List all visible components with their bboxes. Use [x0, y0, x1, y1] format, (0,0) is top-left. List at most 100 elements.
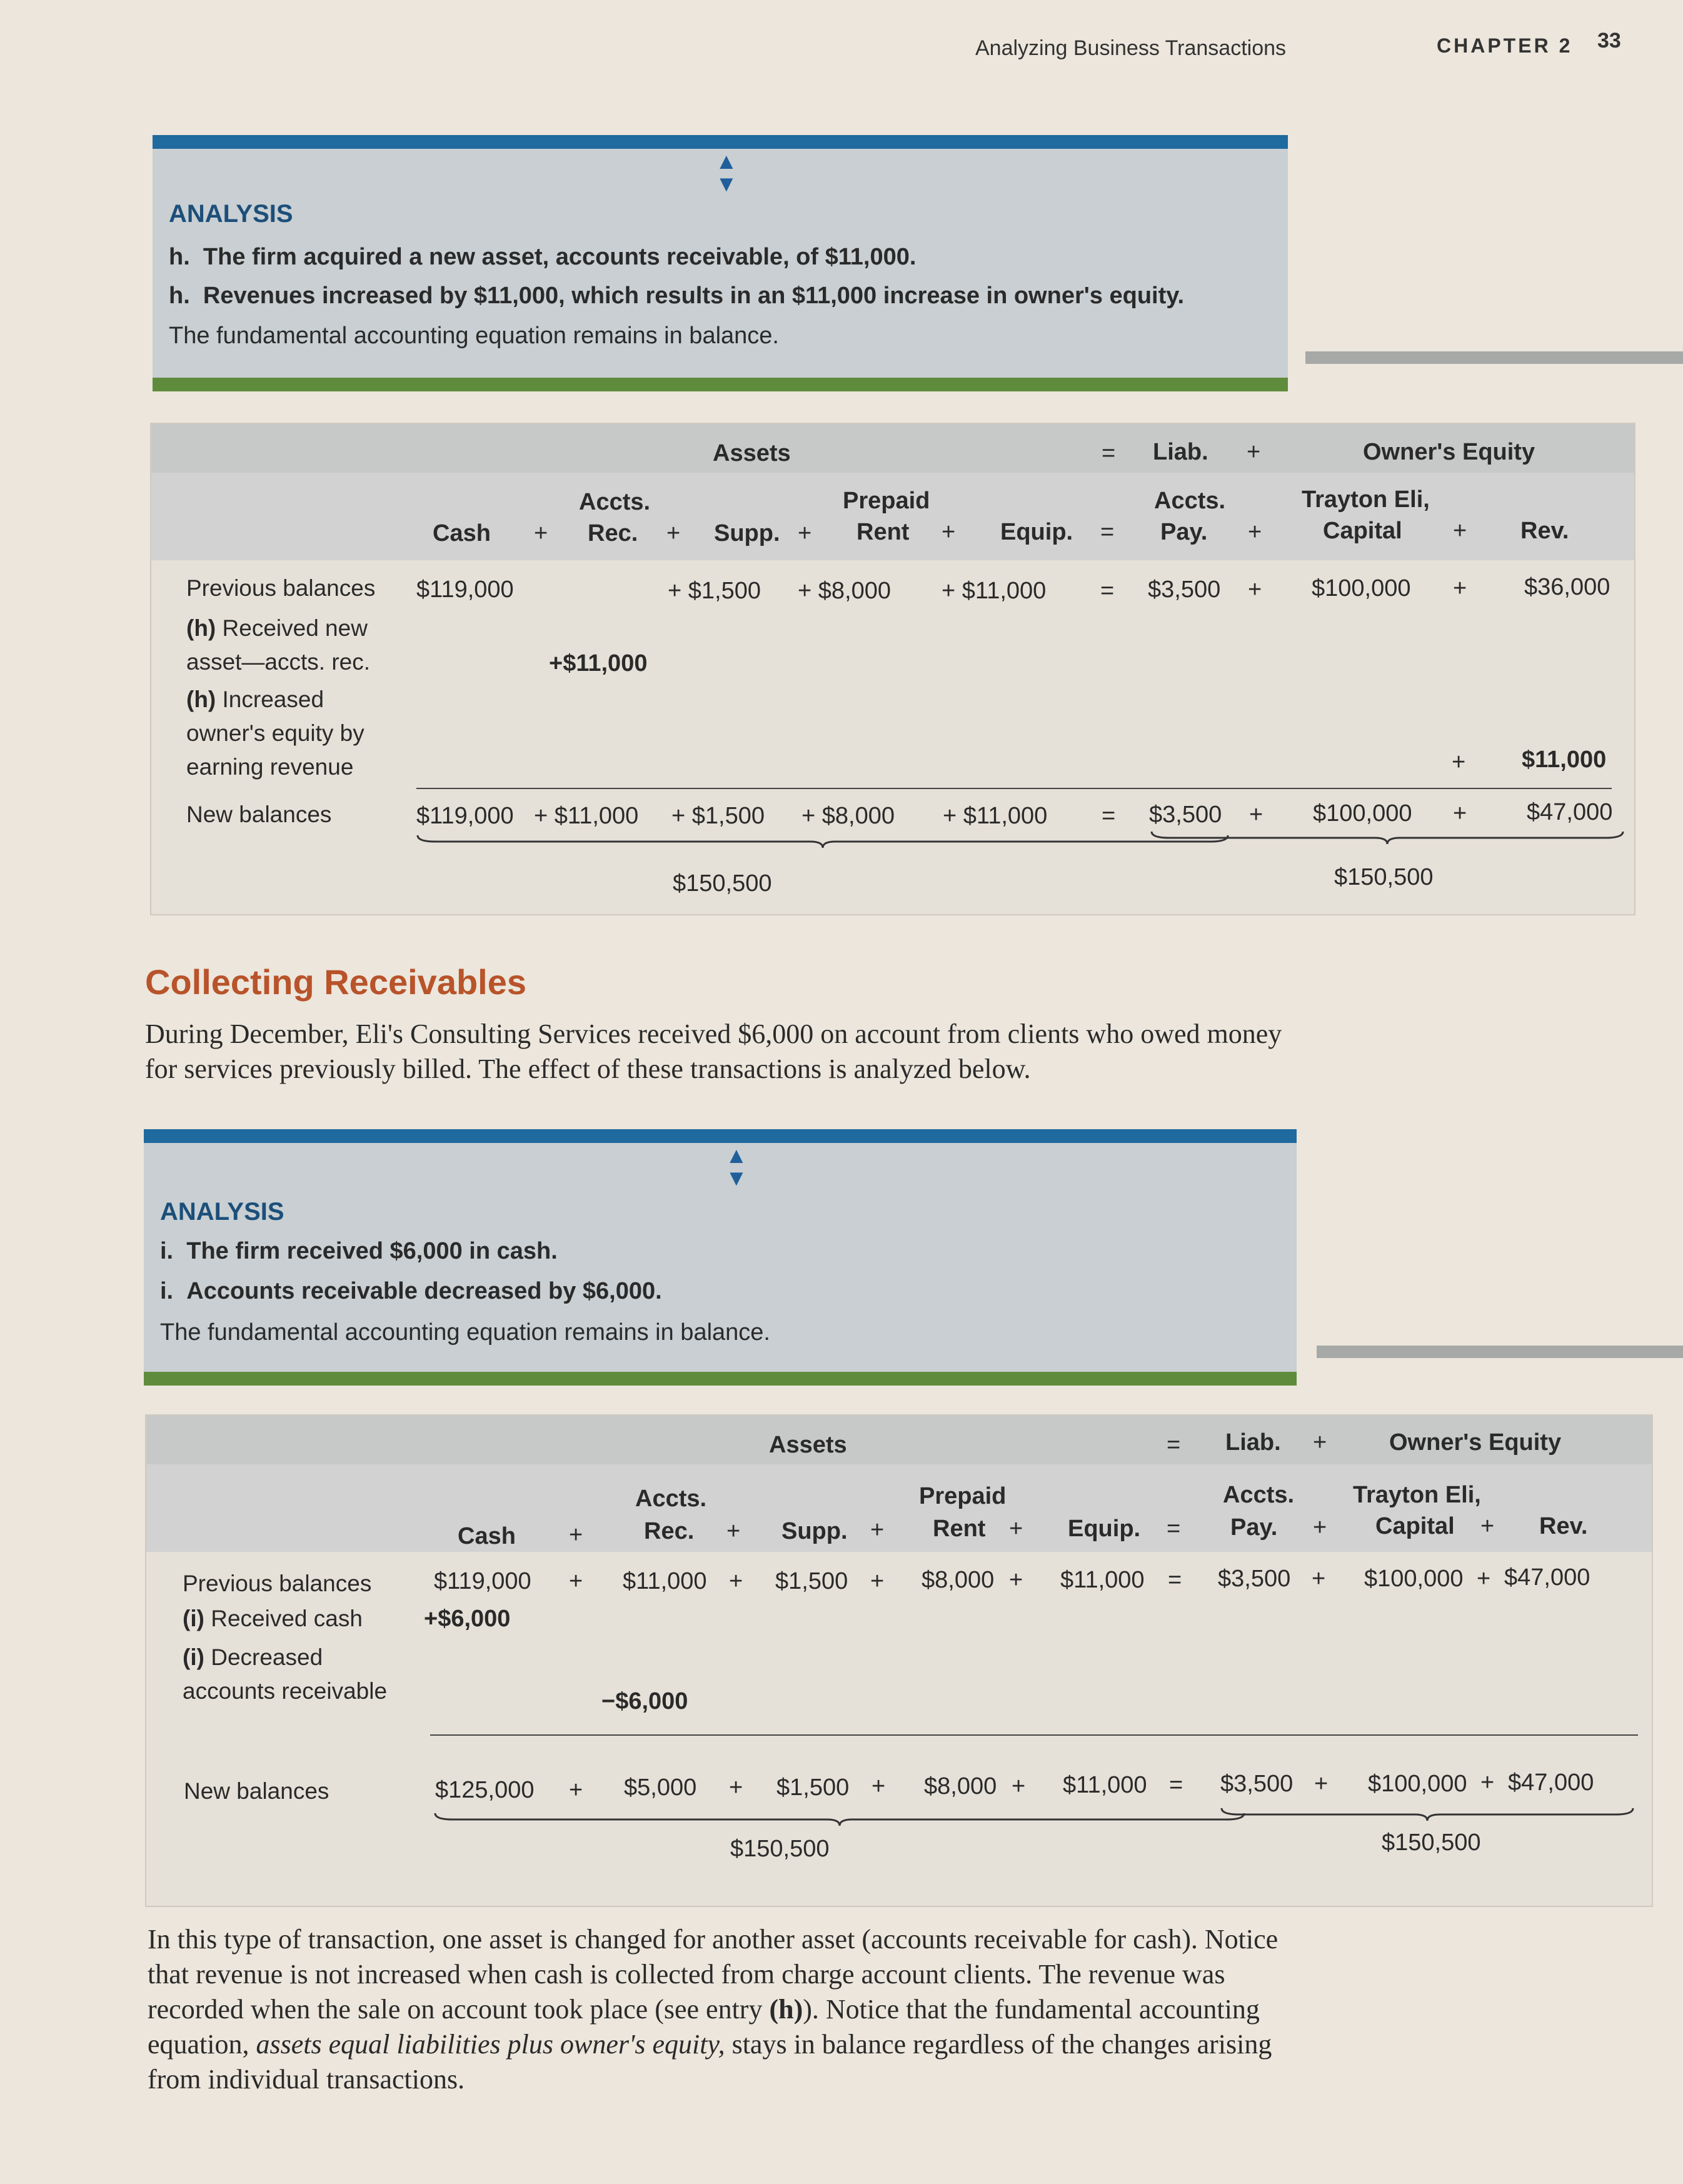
prev-rent: $8,000 — [922, 1567, 995, 1593]
prev-rev: $36,000 — [1524, 574, 1610, 600]
equals-sign: = — [1169, 1772, 1183, 1798]
new-capital: $100,000 — [1368, 1771, 1467, 1797]
plus-sign: + — [569, 1777, 583, 1803]
plus-sign: + — [1480, 1513, 1495, 1539]
plus-sign: + — [1453, 518, 1467, 544]
equation-table-i: Assets = Liab. + Owner's Equity Cash + A… — [145, 1414, 1653, 1907]
entry-ref: (h) — [769, 1994, 803, 2025]
col-rev: Rev. — [1539, 1513, 1588, 1539]
closing-text-3: stays in balance regardless of the chang… — [148, 2029, 1272, 2095]
entry-ref: (h) — [186, 687, 216, 712]
row-text: asset—accts. rec. — [186, 649, 371, 675]
equation-table-h: Assets = Liab. + Owner's Equity Cash + A… — [150, 423, 1635, 915]
entry-letter: h. — [169, 244, 190, 270]
equals-sign: = — [1102, 803, 1116, 829]
total-assets: $150,500 — [730, 1836, 830, 1862]
new-ap: $3,500 — [1149, 802, 1222, 828]
plus-sign: + — [1453, 575, 1467, 601]
group-assets: Assets — [769, 1432, 847, 1458]
plus-sign: + — [870, 1568, 885, 1594]
plus-sign: + — [870, 1517, 885, 1543]
col-rev: Rev. — [1520, 518, 1569, 544]
col-cash: Cash — [458, 1523, 516, 1549]
divider-bar — [1305, 351, 1683, 364]
running-head: Analyzing Business Transactions — [975, 36, 1287, 60]
col-ap-2: Pay. — [1230, 1514, 1278, 1541]
i1-cash: +$6,000 — [424, 1606, 511, 1632]
new-capital: $100,000 — [1313, 800, 1412, 827]
plus-sign: + — [666, 520, 681, 546]
closing-text-1: In this type of transaction, one asset i… — [148, 1924, 1279, 2025]
col-ap-2: Pay. — [1160, 519, 1208, 545]
group-assets: Assets — [713, 440, 791, 466]
assets-brace — [434, 1813, 1245, 1826]
arrow-up-icon: ▲ — [725, 1142, 748, 1168]
prev-capital: $100,000 — [1364, 1566, 1464, 1592]
col-supp: Supp. — [714, 520, 780, 546]
plus-sign: + — [872, 1773, 886, 1799]
prev-ap: $3,500 — [1218, 1566, 1291, 1592]
row-text: Received cash — [204, 1606, 363, 1631]
prev-rev: $47,000 — [1504, 1564, 1590, 1591]
plus-sign: + — [1480, 1769, 1495, 1796]
row-text: owner's equity by — [186, 720, 364, 746]
col-rent-2: Rent — [933, 1516, 986, 1542]
h2-rev: $11,000 — [1522, 747, 1607, 773]
plus-sign: + — [1452, 749, 1466, 775]
arrow-indicator: ▲ ▼ — [725, 1144, 748, 1189]
col-capital-1: Trayton Eli, — [1353, 1482, 1481, 1508]
plus-sign: + — [726, 1518, 741, 1544]
entry-letter: h. — [169, 283, 190, 309]
prev-cash: $119,000 — [434, 1568, 531, 1594]
col-capital-1: Trayton Eli, — [1302, 486, 1430, 513]
new-supp: + $1,500 — [671, 803, 765, 829]
equals-sign: = — [1102, 440, 1116, 466]
equals-sign: = — [1100, 519, 1115, 545]
group-liab: Liab. — [1225, 1429, 1281, 1456]
entry-letter: i. — [160, 1238, 174, 1264]
plus-sign: + — [1453, 800, 1467, 827]
plus-sign: + — [729, 1568, 743, 1594]
header-row-columns — [146, 1464, 1652, 1552]
col-ar-2: Rec. — [644, 1518, 695, 1544]
equals-sign: = — [1167, 1516, 1181, 1542]
header-row-groups — [151, 424, 1634, 473]
entry-ref: (i) — [183, 1606, 204, 1631]
row-label-new: New balances — [184, 1778, 329, 1804]
new-rent: + $8,000 — [801, 803, 895, 829]
col-capital-2: Capital — [1323, 518, 1402, 544]
total-rule — [416, 788, 1612, 789]
new-rev: $47,000 — [1508, 1769, 1594, 1796]
plus-sign: + — [1249, 802, 1264, 828]
col-rent-2: Rent — [857, 519, 910, 545]
row-text: Received new — [216, 615, 368, 641]
col-ap-1: Accts. — [1223, 1482, 1295, 1508]
analysis-line-1: h. The firm acquired a new asset, accoun… — [169, 244, 916, 271]
equals-sign: = — [1168, 1567, 1182, 1593]
group-owners-equity: Owner's Equity — [1389, 1429, 1562, 1456]
total-liab-equity: $150,500 — [1334, 864, 1434, 890]
col-ap-1: Accts. — [1154, 488, 1226, 514]
new-rev: $47,000 — [1527, 799, 1613, 825]
col-supp: Supp. — [781, 1518, 848, 1544]
total-assets: $150,500 — [673, 870, 772, 897]
page-number: 33 — [1597, 29, 1621, 53]
plus-sign: + — [1009, 1516, 1023, 1542]
new-supp: $1,500 — [776, 1774, 850, 1801]
group-owners-equity: Owner's Equity — [1363, 439, 1535, 465]
analysis-title: ANALYSIS — [169, 200, 293, 228]
equals-sign: = — [1100, 578, 1115, 604]
plus-sign: + — [1312, 1566, 1326, 1592]
prev-equip: $11,000 — [1060, 1567, 1145, 1593]
plus-sign: + — [1247, 439, 1261, 465]
col-ar-1: Accts. — [579, 489, 651, 515]
analysis-box-i: ▲ ▼ ANALYSIS i. The firm received $6,000… — [144, 1129, 1297, 1386]
new-equip: $11,000 — [1063, 1772, 1147, 1798]
new-accts-rec: $5,000 — [624, 1774, 697, 1801]
row-text: Decreased — [204, 1644, 323, 1670]
prev-cash: $119,000 — [416, 576, 514, 603]
row-label-previous: Previous balances — [183, 1571, 372, 1596]
closing-paragraph: In this type of transaction, one asset i… — [148, 1922, 1313, 2097]
section-paragraph: During December, Eli's Consulting Servic… — [145, 1019, 1282, 1084]
entry-ref: (i) — [183, 1644, 204, 1670]
